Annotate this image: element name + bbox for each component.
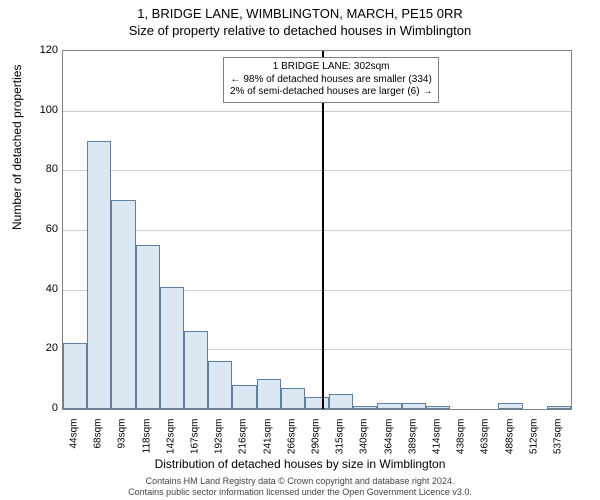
- xtick-label: 192sqm: [214, 419, 225, 469]
- marker-line: [322, 51, 324, 409]
- histogram-bar: [377, 403, 401, 409]
- ytick-label: 0: [28, 402, 58, 414]
- ytick-label: 100: [28, 104, 58, 116]
- histogram-bar: [353, 406, 377, 409]
- y-axis-label: Number of detached properties: [10, 65, 24, 230]
- xtick-label: 315sqm: [335, 419, 346, 469]
- gridline: [63, 230, 571, 231]
- histogram-bar: [111, 200, 135, 409]
- plot-area: 1 BRIDGE LANE: 302sqm ← 98% of detached …: [62, 50, 572, 410]
- xtick-label: 537sqm: [552, 419, 563, 469]
- xtick-label: 44sqm: [69, 419, 80, 469]
- chart-container: 1, BRIDGE LANE, WIMBLINGTON, MARCH, PE15…: [0, 0, 600, 500]
- xtick-label: 118sqm: [141, 419, 152, 469]
- histogram-bar: [63, 343, 87, 409]
- histogram-bar: [426, 406, 450, 409]
- histogram-bar: [232, 385, 256, 409]
- xtick-label: 216sqm: [238, 419, 249, 469]
- annotation-line2: ← 98% of detached houses are smaller (33…: [230, 74, 432, 87]
- chart-subtitle: Size of property relative to detached ho…: [0, 21, 600, 38]
- xtick-label: 167sqm: [190, 419, 201, 469]
- xtick-label: 488sqm: [504, 419, 515, 469]
- ytick-label: 40: [28, 283, 58, 295]
- gridline: [63, 170, 571, 171]
- annotation-line1: 1 BRIDGE LANE: 302sqm: [230, 61, 432, 74]
- xtick-label: 266sqm: [286, 419, 297, 469]
- footer-line1: Contains HM Land Registry data © Crown c…: [0, 476, 600, 487]
- xtick-label: 414sqm: [431, 419, 442, 469]
- histogram-bar: [329, 394, 353, 409]
- xtick-label: 290sqm: [311, 419, 322, 469]
- histogram-bar: [257, 379, 281, 409]
- histogram-bar: [87, 141, 111, 410]
- histogram-bar: [305, 397, 329, 409]
- xtick-label: 340sqm: [359, 419, 370, 469]
- histogram-bar: [498, 403, 522, 409]
- xtick-label: 241sqm: [262, 419, 273, 469]
- gridline: [63, 111, 571, 112]
- footer: Contains HM Land Registry data © Crown c…: [0, 476, 600, 498]
- ytick-label: 20: [28, 342, 58, 354]
- xtick-label: 142sqm: [165, 419, 176, 469]
- xtick-label: 512sqm: [528, 419, 539, 469]
- xtick-label: 68sqm: [93, 419, 104, 469]
- histogram-bar: [160, 287, 184, 409]
- footer-line2: Contains public sector information licen…: [0, 487, 600, 498]
- histogram-bar: [184, 331, 208, 409]
- histogram-bar: [281, 388, 305, 409]
- xtick-label: 389sqm: [407, 419, 418, 469]
- chart-title: 1, BRIDGE LANE, WIMBLINGTON, MARCH, PE15…: [0, 0, 600, 21]
- ytick-label: 120: [28, 44, 58, 56]
- xtick-label: 463sqm: [480, 419, 491, 469]
- histogram-bar: [547, 406, 571, 409]
- histogram-bar: [208, 361, 232, 409]
- histogram-bar: [402, 403, 426, 409]
- xtick-label: 438sqm: [456, 419, 467, 469]
- ytick-label: 60: [28, 223, 58, 235]
- xtick-label: 93sqm: [117, 419, 128, 469]
- annotation-box: 1 BRIDGE LANE: 302sqm ← 98% of detached …: [223, 57, 439, 103]
- histogram-bar: [136, 245, 160, 409]
- ytick-label: 80: [28, 163, 58, 175]
- annotation-line3: 2% of semi-detached houses are larger (6…: [230, 86, 432, 99]
- xtick-label: 364sqm: [383, 419, 394, 469]
